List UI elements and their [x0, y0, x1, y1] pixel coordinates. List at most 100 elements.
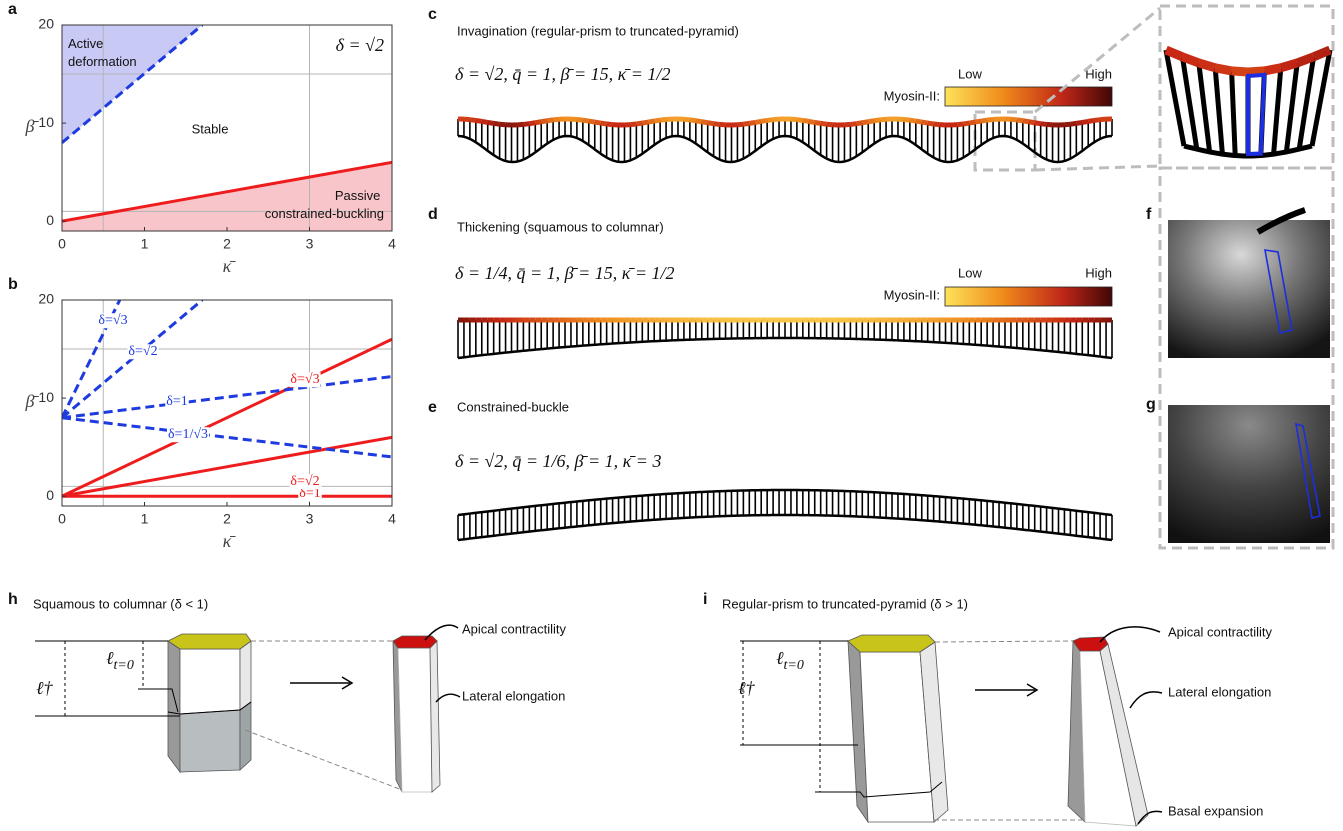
apical-segment [755, 121, 761, 122]
axes-box [62, 300, 392, 506]
apical-segment [1023, 121, 1029, 122]
y-tick-label: 10 [38, 389, 54, 405]
apical-segment [963, 123, 969, 124]
apical-segment [880, 119, 886, 120]
x-tick-label: 3 [306, 511, 314, 527]
apical-segment [476, 120, 482, 121]
figure: a b c d e f g h i Invagination (regular-… [0, 0, 1343, 831]
cell-wall [1232, 71, 1236, 156]
apical-segment [827, 124, 833, 125]
x-tick-label: 4 [388, 511, 396, 527]
colorbar-low: Low [958, 66, 982, 81]
apical-segment [874, 120, 880, 121]
apical-segment [957, 124, 963, 125]
apical-segment [1070, 123, 1076, 124]
colorbar [945, 287, 1112, 306]
series-label: δ=√2 [128, 344, 157, 359]
cell-face [180, 649, 240, 714]
apical-segment [488, 122, 494, 123]
sheet-invagination [458, 119, 1112, 162]
apical-segment [500, 124, 506, 125]
panel-letter: e [428, 399, 437, 416]
apical-segment [761, 120, 767, 121]
series-line [62, 339, 392, 496]
callout [436, 694, 460, 702]
apical-segment [1166, 50, 1182, 57]
length-label: ℓ† [738, 678, 755, 698]
apical-segment [969, 122, 975, 123]
apical-segment [553, 119, 559, 120]
x-axis-label: κ̄ [223, 531, 237, 551]
apical-segment [1041, 124, 1047, 125]
connector [245, 730, 402, 790]
cell-face [430, 641, 440, 792]
callout-label: Apical contractility [462, 621, 567, 636]
colorbar-high: High [1085, 265, 1112, 280]
basal-surface [458, 515, 1112, 540]
series-label: δ=1 [166, 394, 188, 409]
y-tick-label: 0 [46, 212, 54, 228]
label-line: deformation [68, 54, 137, 69]
callout [1100, 627, 1160, 642]
cell-face [398, 648, 432, 792]
y-axis-label: β̄ [25, 116, 40, 136]
cell-diagram [168, 634, 440, 792]
x-tick-label: 1 [141, 236, 149, 252]
x-axis-label: κ̄ [223, 256, 237, 276]
series-label: δ=1/√3 [168, 427, 208, 442]
apical-segment [708, 123, 714, 124]
label-line: Active [68, 36, 107, 51]
apical-segment [595, 122, 601, 123]
cell-wall [1274, 68, 1281, 154]
apical-segment [868, 121, 874, 122]
apical-segment [1035, 123, 1041, 124]
apical-segment [1199, 63, 1215, 68]
sheet-thickening [458, 320, 1112, 358]
x-tick-label: 0 [58, 511, 66, 527]
annotation: Stable [192, 121, 229, 136]
y-tick-label: 20 [38, 16, 54, 32]
apical-segment [642, 122, 648, 123]
x-tick-label: 0 [58, 236, 66, 252]
apical-segment [862, 122, 868, 123]
parameters: δ = √2, q̄ = 1, β̄ = 15, κ̄ = 1/2 [455, 64, 670, 84]
apical-segment [1215, 68, 1231, 71]
length-label: ℓt=0 [106, 648, 134, 673]
apical-segment [856, 123, 862, 124]
apical-segment [981, 120, 987, 121]
parameters: δ = √2, q̄ = 1/6, β̄ = 1, κ̄ = 3 [455, 451, 661, 471]
apical-segment [494, 123, 500, 124]
series-line [62, 437, 392, 496]
apical-segment [583, 120, 589, 121]
apical-segment [702, 122, 708, 123]
panel-title: Thickening (squamous to columnar) [457, 219, 664, 234]
annotation: δ = √2 [336, 35, 384, 55]
apical-segment [577, 119, 583, 120]
apical-segment [1082, 121, 1088, 122]
panel-title: Squamous to columnar (δ < 1) [33, 596, 208, 611]
apical-segment [547, 120, 553, 121]
cell-diagram [848, 635, 1148, 826]
series-label: δ=√3 [98, 313, 127, 328]
apical-segment [535, 122, 541, 123]
connector [935, 641, 1073, 642]
callout [1130, 692, 1162, 708]
apical-segment [607, 124, 613, 125]
series-line [62, 418, 392, 457]
apical-segment [767, 120, 773, 121]
apical-segment [922, 122, 928, 123]
x-tick-label: 1 [141, 511, 149, 527]
callout-label: Lateral elongation [462, 688, 565, 703]
panel-letter: a [8, 1, 17, 18]
apical-segment [464, 119, 470, 120]
apical-segment [470, 120, 476, 121]
colorbar-low: Low [958, 265, 982, 280]
panel-letter: c [428, 6, 437, 23]
panel-title: Invagination (regular-prism to truncated… [457, 23, 739, 38]
apical-segment [1029, 122, 1035, 123]
apical-segment [803, 120, 809, 121]
apical-segment [684, 119, 690, 120]
panel-letter: h [8, 591, 18, 608]
panel-title: Constrained-buckle [457, 399, 569, 414]
apical-segment [1314, 50, 1330, 57]
